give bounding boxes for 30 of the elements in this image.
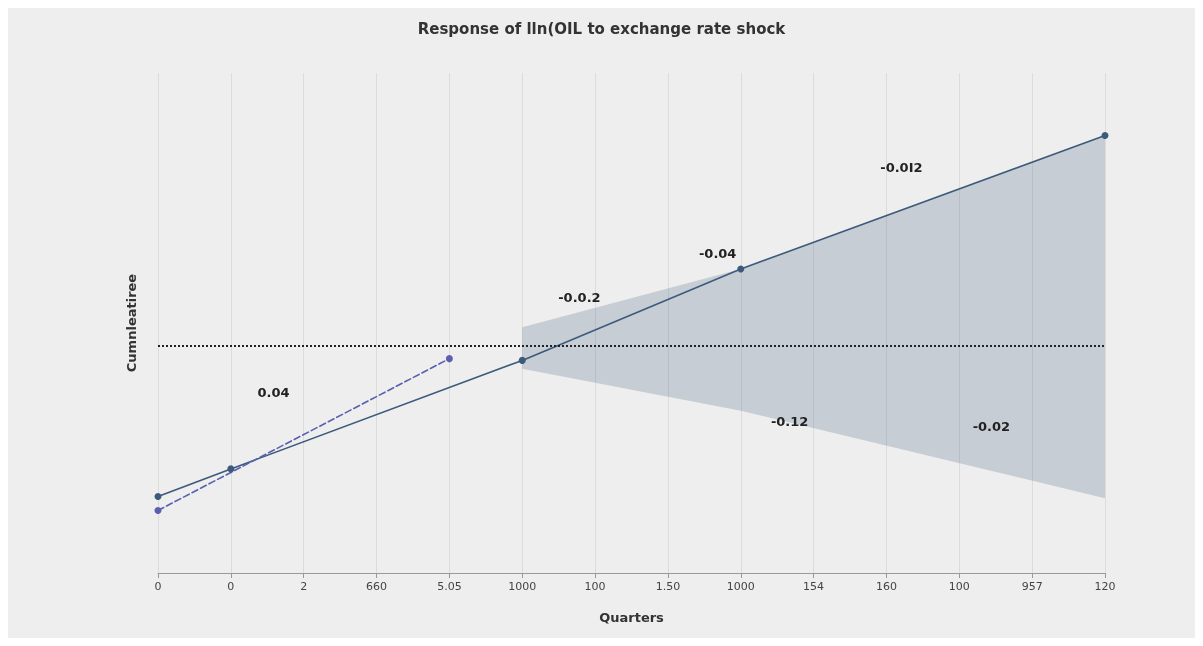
point [154,506,162,514]
point [1101,132,1109,140]
annotation: -0.0I2 [880,160,923,175]
annotation: 0.04 [257,385,290,400]
x-tick-label: 0 [154,580,162,593]
point [737,265,745,273]
x-tick-label: 160 [875,580,897,593]
x-tick-label: 100 [584,580,606,593]
chart-title: Response of lln(OIL to exchange rate shock [417,19,787,38]
x-tick-label: 2 [300,580,308,593]
point [445,355,453,363]
x-tick-label: 1000 [726,580,755,593]
point [227,465,235,473]
point [154,492,162,500]
y-axis-title: Cumnleatiree [124,273,139,373]
point [518,356,526,364]
x-tick-label: 1.50 [655,580,681,593]
x-axis-title: Quarters [599,610,665,625]
x-tick-label: 1000 [508,580,537,593]
x-tick-label: 0 [227,580,235,593]
annotation: -0.02 [972,419,1011,434]
annotation: -0.0.2 [558,290,601,305]
x-tick-label: 100 [948,580,970,593]
x-tick-label: 5.05 [437,580,462,593]
annotation: -0.12 [770,414,809,429]
x-tick-label: 120 [1094,580,1116,593]
x-tick-label: 154 [803,580,825,593]
x-tick-label: 957 [1021,580,1043,593]
x-tick-label: 660 [366,580,388,593]
annotation: -0.04 [698,246,737,261]
